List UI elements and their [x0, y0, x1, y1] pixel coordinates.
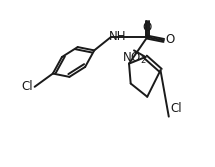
Text: O: O [143, 21, 152, 34]
Text: O: O [166, 33, 175, 46]
Text: Cl: Cl [170, 102, 182, 115]
Text: Cl: Cl [21, 80, 33, 93]
Text: NH: NH [109, 30, 127, 43]
Text: NO$_2$: NO$_2$ [122, 51, 146, 66]
